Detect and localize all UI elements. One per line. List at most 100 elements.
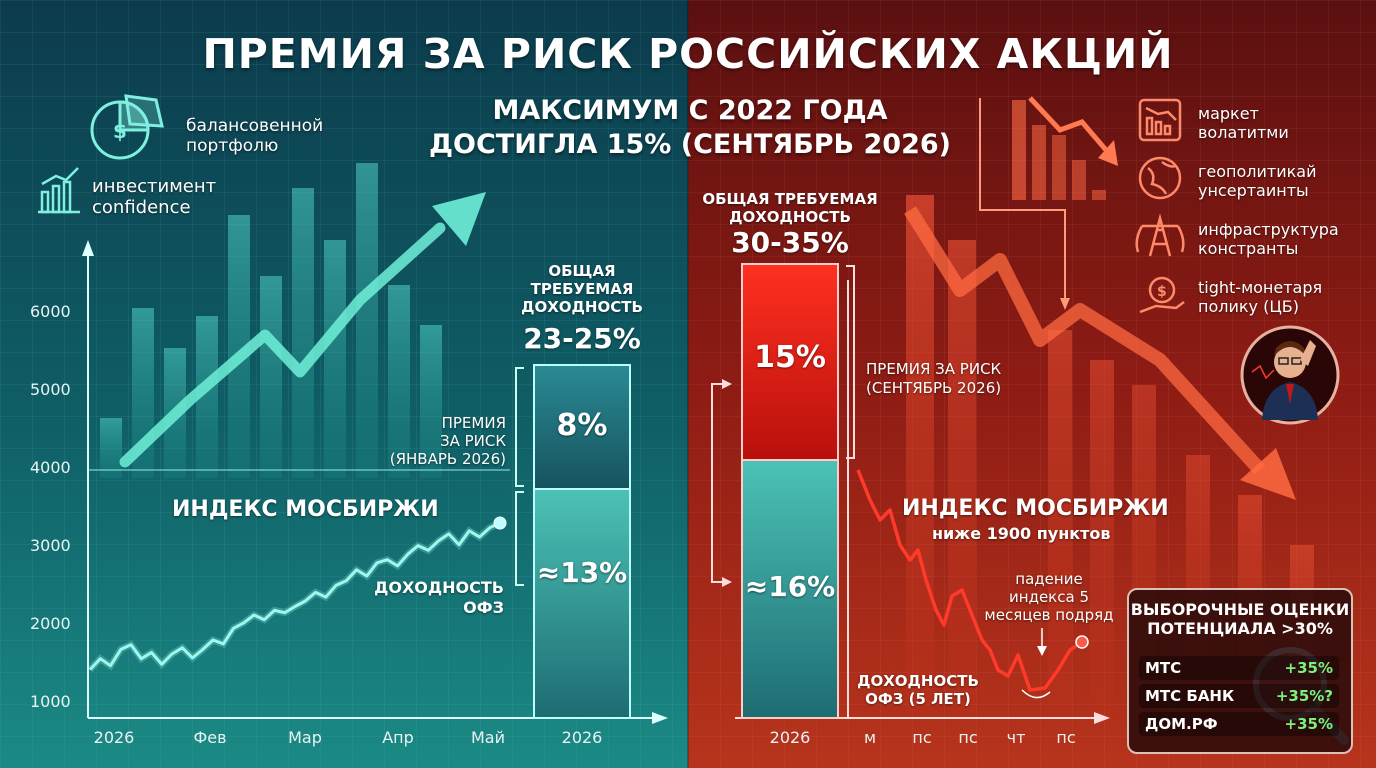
left-trend-arrow: [119, 222, 446, 468]
panel-row-name: МТС БАНК: [1145, 687, 1235, 705]
right-premium-label: ПРЕМИЯ ЗА РИСК (СЕНТЯБРЬ 2026): [866, 360, 1001, 398]
subtitle-line-1: МАКСИМУМ С 2022 ГОДА: [492, 95, 888, 126]
right-x-axis-arrow: [1094, 712, 1110, 724]
decor-bar: [292, 188, 314, 478]
decor-bar: [1012, 100, 1026, 200]
premium-label-line: ПРЕМИЯ ЗА РИСК: [866, 360, 1002, 378]
decor-bar: [388, 285, 410, 478]
left-bar-premium-segment: [533, 364, 631, 490]
decor-bar: [1032, 125, 1046, 200]
decor-connector-arrow: [1060, 298, 1070, 310]
right-premium-bracket: [846, 265, 855, 459]
decor-bar: [196, 316, 218, 478]
power-tower-icon: [1135, 213, 1185, 257]
index-line-chart: [87, 516, 507, 673]
premium-label-line: (ЯНВАРЬ 2026): [389, 450, 506, 468]
decor-bar: [1072, 160, 1086, 200]
ofz-label-line: ДОХОДНОСТЬ: [374, 578, 504, 597]
right-bar-title: ОБЩАЯ ТРЕБУЕМАЯ ДОХОДНОСТЬ: [700, 190, 880, 226]
right-x-tick-label: чт: [1006, 728, 1026, 747]
icon-label-portfolio: балансовенной портфолю: [186, 116, 323, 156]
decor-bar: [100, 418, 122, 478]
icon-label-geopolitics: геополитикай унсертаинты: [1198, 162, 1317, 200]
right-premium-value: 15%: [754, 340, 826, 375]
x-tick-label: Мар: [288, 728, 322, 747]
x-tick-label: Апр: [382, 728, 414, 747]
y-tick-label: 5000: [30, 380, 71, 400]
right-bracket-arrow: [722, 379, 732, 389]
decor-connector: [979, 98, 1066, 300]
panel-row-value: +35%: [1284, 715, 1333, 733]
icon-label-line: инвестимент: [92, 176, 217, 197]
right-x-tick-label: пс: [958, 728, 978, 747]
money-hand-icon: [1139, 276, 1185, 314]
right-bar-x-label: 2026: [769, 728, 811, 747]
icon-label-line: унсертаинты: [1198, 181, 1309, 200]
potential-panel: ВЫБОРОЧНЫЕ ОЦЕНКИ ПОТЕНЦИАЛА >30% МТС +3…: [1127, 588, 1353, 754]
right-trend-arrow: [904, 206, 1266, 475]
bar-title-line: ТРЕБУЕМАЯ: [530, 280, 634, 298]
icon-label-monetary: tight-монетаря полику (ЦБ): [1198, 278, 1322, 316]
ofz-label-line: ОФЗ: [463, 598, 504, 617]
panel-row: МТС +35%: [1139, 656, 1339, 680]
subtitle-line-2: ДОСТИГЛА 15% (СЕНТЯБРЬ 2026): [428, 129, 952, 160]
decor-bar: [324, 240, 346, 478]
premium-label-line: (СЕНТЯБРЬ 2026): [866, 379, 1002, 397]
right-index-label: ИНДЕКС МОСБИРЖИ: [902, 496, 1169, 521]
left-bar-title: ОБЩАЯ ТРЕБУЕМАЯ ДОХОДНОСТЬ: [520, 262, 644, 316]
right-x-tick-label: м: [863, 728, 877, 747]
left-bar-ofz-segment: [533, 488, 631, 719]
icon-label-volatility: маркет волатитми: [1198, 104, 1289, 142]
decor-bar: [356, 163, 378, 478]
right-bracket-arrow: [722, 577, 732, 587]
drop-label-line: индекса 5: [1009, 588, 1089, 606]
left-premium-bracket: [515, 367, 524, 487]
icon-label-confidence: инвестимент confidence: [92, 176, 216, 218]
drop-label-line: месяцев подряд: [984, 606, 1114, 624]
right-top-decor: [979, 96, 1118, 310]
panel-row-name: ДОМ.РФ: [1145, 715, 1218, 733]
y-tick-label: 2000: [30, 614, 71, 634]
icon-label-line: полику (ЦБ): [1198, 297, 1299, 316]
page-subtitle: МАКСИМУМ С 2022 ГОДА ДОСТИГЛА 15% (СЕНТЯ…: [380, 94, 1000, 162]
y-tick-label: 1000: [30, 692, 71, 712]
decor-bar: [1052, 135, 1066, 200]
right-index-sublabel: ниже 1900 пунктов: [932, 524, 1111, 543]
bar-title-line: ДОХОДНОСТЬ: [521, 298, 643, 316]
right-ofz-label: ДОХОДНОСТЬ ОФЗ (5 ЛЕТ): [852, 672, 984, 708]
icon-label-line: геополитикай: [1198, 162, 1317, 181]
panel-title-line: ВЫБОРОЧНЫЕ ОЦЕНКИ: [1130, 600, 1350, 619]
left-premium-label: ПРЕМИЯ ЗА РИСК (ЯНВАРЬ 2026): [370, 414, 506, 468]
dollar-glyph: $: [113, 119, 127, 143]
right-index-line: [856, 469, 1083, 692]
bar-growth-icon: [38, 167, 80, 214]
right-bar-total: 30-35%: [731, 226, 849, 259]
page-title: ПРЕМИЯ ЗА РИСК РОССИЙСКИХ АКЦИЙ: [202, 30, 1174, 78]
panel-title: ВЫБОРОЧНЫЕ ОЦЕНКИ ПОТЕНЦИАЛА >30%: [1129, 600, 1351, 638]
drop-label-line: падение: [1015, 570, 1083, 588]
icon-label-line: инфраструктура: [1198, 220, 1339, 239]
y-tick-label: 6000: [30, 302, 71, 322]
y-tick-label: 4000: [30, 458, 71, 478]
panel-title-line: ПОТЕНЦИАЛА >30%: [1147, 619, 1333, 638]
panel-row-value: +35%: [1284, 659, 1333, 677]
bar-title-line: ДОХОДНОСТЬ: [729, 208, 851, 226]
bar-title-line: ОБЩАЯ ТРЕБУЕМАЯ: [702, 190, 878, 208]
x-tick-label: Май: [470, 728, 505, 747]
right-bar-premium-segment: [741, 263, 839, 461]
left-y-axis-arrow: [82, 240, 94, 256]
ofz-label-line: ДОХОДНОСТЬ: [857, 672, 979, 690]
x-tick-label: Фев: [193, 728, 227, 747]
icon-label-line: confidence: [92, 197, 191, 218]
ofz-label-line: ОФЗ (5 ЛЕТ): [865, 690, 971, 708]
y-tick-label: 3000: [30, 536, 71, 556]
right-ofz-value: ≈16%: [744, 570, 836, 603]
drop-label: падение индекса 5 месяцев подряд: [980, 570, 1118, 624]
stressed-investor-avatar: [1240, 325, 1340, 425]
right-bar-ofz-segment: [741, 459, 839, 719]
index-line-series: [88, 521, 501, 671]
decor-bar: [228, 215, 250, 478]
money-hand-dollar: $: [1157, 284, 1167, 300]
left-bar-x-label: 2026: [561, 728, 603, 747]
pie-chart-icon: [90, 94, 164, 160]
